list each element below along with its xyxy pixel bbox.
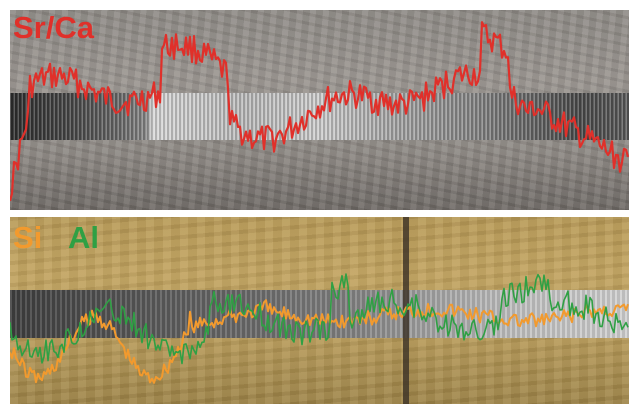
sr-ca-label: Sr/Ca <box>13 10 94 45</box>
si-label: Si <box>13 220 43 255</box>
si-al-trace-plot <box>10 273 629 384</box>
al-label: Al <box>68 220 99 255</box>
sr-ca-core-image-panel <box>10 10 629 210</box>
al-trace <box>10 273 629 365</box>
si-trace <box>10 299 629 384</box>
si-al-core-image-panel <box>10 217 629 404</box>
sr-ca-trace <box>10 21 629 202</box>
sr-ca-trace-plot <box>10 21 629 202</box>
